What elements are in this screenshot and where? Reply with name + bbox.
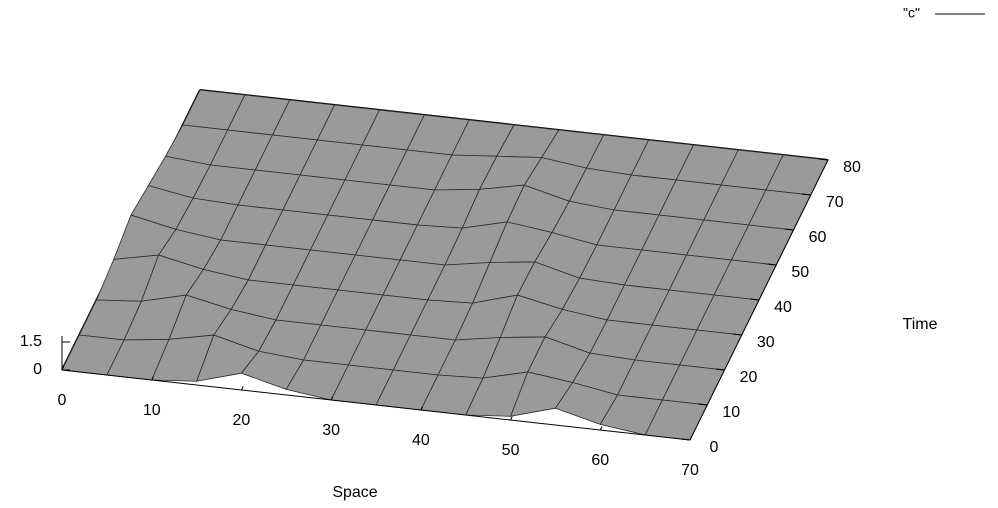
x-axis [61,369,691,441]
y-tick-label: 20 [740,369,758,386]
x-tick-label: 70 [681,462,699,479]
x-tick-label: 20 [233,412,251,429]
x-tick-label: 40 [412,432,430,449]
x-tick-label: 50 [502,442,520,459]
x-tick [599,426,603,431]
y-tick [784,228,794,231]
x-tick [689,436,693,441]
y-tick-label: 60 [809,229,827,246]
x-tick-label: 30 [322,422,340,439]
x-tick [61,366,65,371]
y-tick-label: 80 [843,159,861,176]
y-tick-label: 10 [722,404,740,421]
x-tick [420,406,424,411]
y-tick [818,158,829,161]
y-axis-label: Time [903,316,938,333]
x-tick [151,376,154,381]
y-tick [698,403,708,406]
y-tick [680,438,691,441]
y-tick-label: 50 [791,264,809,281]
x-tick [330,396,334,401]
y-tick-label: 0 [710,439,719,456]
y-tick-label: 40 [774,299,792,316]
x-tick-label: 60 [591,452,609,469]
legend-label: "c" [903,5,920,21]
y-tick [715,368,725,371]
y-tick [732,333,742,336]
x-tick-label: 0 [58,392,67,409]
y-tick [801,193,811,196]
z-tick-label: 1.5 [20,333,42,350]
x-tick-label: 10 [143,402,161,419]
z-tick-label: 0 [33,361,42,378]
y-tick-label: 30 [757,334,775,351]
x-axis-label: Space [332,484,377,501]
x-tick [240,386,244,391]
y-tick [767,263,777,266]
x-tick [510,416,513,421]
y-tick [749,298,760,301]
y-tick-label: 70 [826,194,844,211]
